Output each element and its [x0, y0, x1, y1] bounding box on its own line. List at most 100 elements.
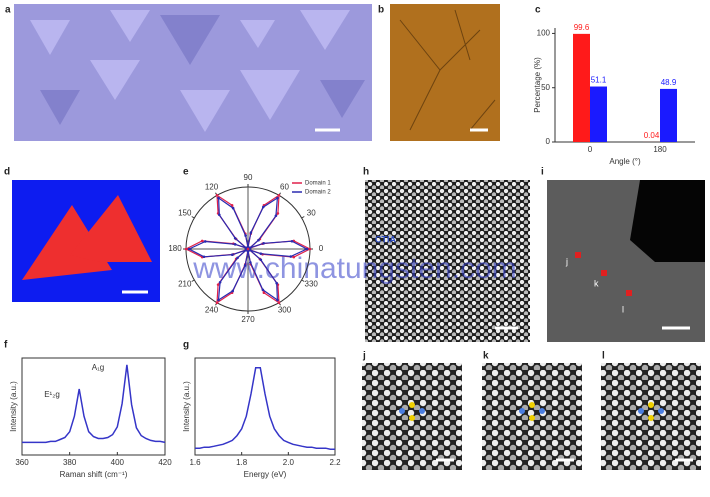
polar-point — [261, 205, 265, 209]
panel-label: b — [378, 5, 384, 16]
polar-point — [244, 248, 248, 252]
x-tick-label: 2.2 — [329, 458, 341, 467]
stem-boundary-image — [547, 180, 705, 342]
angle-label: 120 — [205, 183, 219, 192]
value-label: 0.04 — [644, 131, 660, 140]
polar-point — [308, 247, 312, 251]
watermark: www.chinatungsten.com — [192, 252, 517, 285]
polar-point — [216, 283, 220, 286]
polar-point — [187, 247, 191, 251]
polar-point — [236, 256, 239, 260]
x-tick-label: 1.8 — [236, 458, 248, 467]
y-tick-label: 100 — [537, 29, 551, 38]
afm-image — [390, 4, 500, 141]
x-tick-label: 400 — [111, 458, 125, 467]
polar-point — [230, 253, 234, 257]
polar-point — [290, 239, 294, 243]
bar — [590, 86, 607, 142]
y-tick-label: 50 — [541, 83, 550, 92]
polar-point — [246, 250, 250, 253]
panel-label: k — [483, 351, 489, 362]
angle-tick — [191, 279, 195, 282]
polar-point — [277, 301, 281, 304]
panel-label: g — [183, 340, 189, 351]
atomic-images — [362, 363, 701, 470]
angle-label: 330 — [305, 280, 319, 289]
x-tick-label: 380 — [63, 458, 77, 467]
polar-point — [218, 213, 221, 217]
panel-label: c — [535, 5, 541, 16]
angle-label: 270 — [241, 315, 255, 324]
x-tick-label: 2.0 — [283, 458, 295, 467]
polar-point — [262, 241, 266, 245]
angle-label: 60 — [280, 183, 289, 192]
marker-label: j — [565, 256, 568, 266]
polar-point — [244, 246, 248, 250]
angle-label: 30 — [307, 209, 316, 218]
y-axis-label: Percentage (%) — [533, 57, 542, 113]
angle-label: 150 — [178, 209, 192, 218]
plot-frame — [21, 357, 166, 456]
polar-point — [276, 212, 280, 215]
polar-point — [292, 255, 296, 259]
angle-tick — [301, 216, 305, 219]
polar-point — [275, 281, 278, 285]
polar-point — [289, 255, 293, 258]
panel-label: e — [183, 167, 189, 178]
legend-label: Domain 2 — [305, 190, 331, 196]
polar-point — [276, 196, 279, 200]
panel-label: j — [362, 351, 366, 362]
y-tick-label: 0 — [546, 137, 551, 146]
panel-label: a — [5, 5, 11, 16]
x-tick-label: 1.6 — [189, 458, 201, 467]
marker-label: k — [594, 278, 599, 288]
panel-label: l — [602, 351, 605, 362]
polar-point — [261, 288, 265, 292]
angle-tick — [301, 279, 305, 282]
angle-label: 210 — [178, 280, 192, 289]
x-tick-label: 360 — [15, 458, 29, 467]
spectrum-line — [195, 366, 335, 450]
angle-label: 300 — [278, 306, 292, 315]
bar — [660, 88, 677, 142]
plot-frame — [194, 357, 336, 456]
polar-point — [249, 231, 253, 234]
polar-point — [217, 298, 220, 302]
peak-label: A₁g — [92, 363, 104, 372]
polar-point — [276, 298, 279, 302]
y-axis-label: Intensity (a.u.) — [9, 381, 18, 432]
polar-point — [215, 194, 219, 197]
x-tick-label: 180 — [653, 145, 667, 154]
panel-label: h — [363, 167, 369, 178]
polar-point — [202, 255, 206, 259]
marker-label: l — [622, 304, 624, 314]
legend-label: Domain 1 — [305, 181, 331, 187]
polar-point — [262, 291, 266, 294]
peak-label: E¹₂g — [44, 390, 60, 399]
polar-point — [218, 280, 222, 284]
mapping-image — [12, 180, 160, 302]
angle-label: 240 — [205, 306, 219, 315]
x-tick-label: 0 — [588, 145, 593, 154]
polar-point — [305, 247, 309, 251]
angle-label: 180 — [168, 244, 182, 253]
polar-point — [231, 289, 235, 293]
polar-point — [277, 194, 281, 197]
bar — [573, 33, 590, 143]
x-axis-label: Angle (°) — [609, 157, 641, 166]
panel-label: i — [541, 167, 544, 178]
polar-point — [246, 245, 250, 248]
x-tick-label: 420 — [158, 458, 172, 467]
logo-text: CTIA — [375, 234, 396, 244]
polar-point — [184, 247, 188, 251]
value-label: 99.6 — [574, 23, 590, 32]
polar-point — [274, 214, 278, 218]
stem-image — [365, 180, 530, 342]
angle-label: 90 — [244, 173, 253, 182]
polar-point — [248, 246, 252, 250]
value-label: 51.1 — [591, 76, 607, 85]
polar-point — [233, 243, 237, 246]
polar-point — [244, 234, 247, 237]
x-axis-label: Energy (eV) — [244, 470, 287, 479]
